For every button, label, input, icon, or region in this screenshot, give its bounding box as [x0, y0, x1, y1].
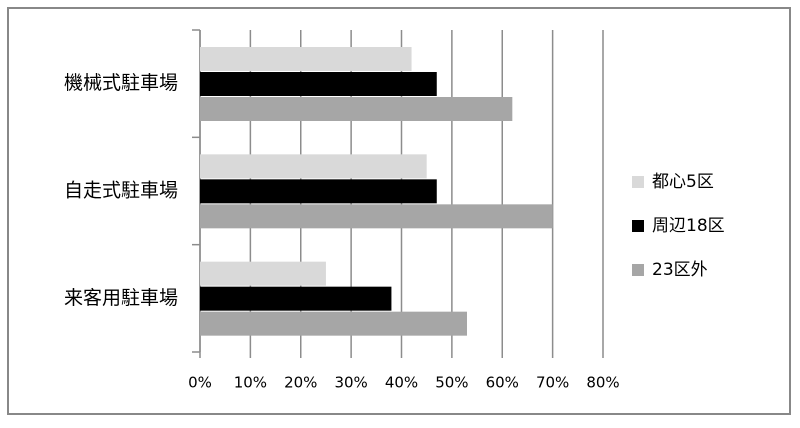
bar	[200, 311, 467, 336]
legend-label: 周辺18区	[652, 216, 725, 236]
category-label: 自走式駐車場	[64, 180, 178, 202]
bar	[200, 47, 412, 71]
legend-swatch	[632, 176, 644, 188]
x-tick-label: 70%	[536, 374, 569, 392]
bar	[200, 154, 427, 179]
x-tick-label: 80%	[586, 374, 619, 392]
legend-swatch	[632, 220, 644, 232]
bar	[200, 72, 437, 96]
x-tick-label: 50%	[435, 374, 468, 392]
x-tick-label: 60%	[486, 374, 519, 392]
x-tick-label: 10%	[234, 374, 267, 392]
bar	[200, 204, 553, 229]
legend-label: 都心5区	[652, 172, 714, 192]
legend-swatch	[632, 264, 644, 276]
x-tick-label: 30%	[334, 374, 367, 392]
legend-label: 23区外	[652, 260, 708, 280]
category-label: 機械式駐車場	[64, 72, 178, 94]
x-tick-label: 40%	[385, 374, 418, 392]
bar	[200, 286, 392, 311]
x-tick-label: 0%	[188, 374, 212, 392]
x-tick-label: 20%	[284, 374, 317, 392]
bar	[200, 97, 513, 121]
category-label: 来客用駐車場	[64, 287, 178, 309]
bar	[200, 261, 326, 286]
bar	[200, 179, 437, 204]
